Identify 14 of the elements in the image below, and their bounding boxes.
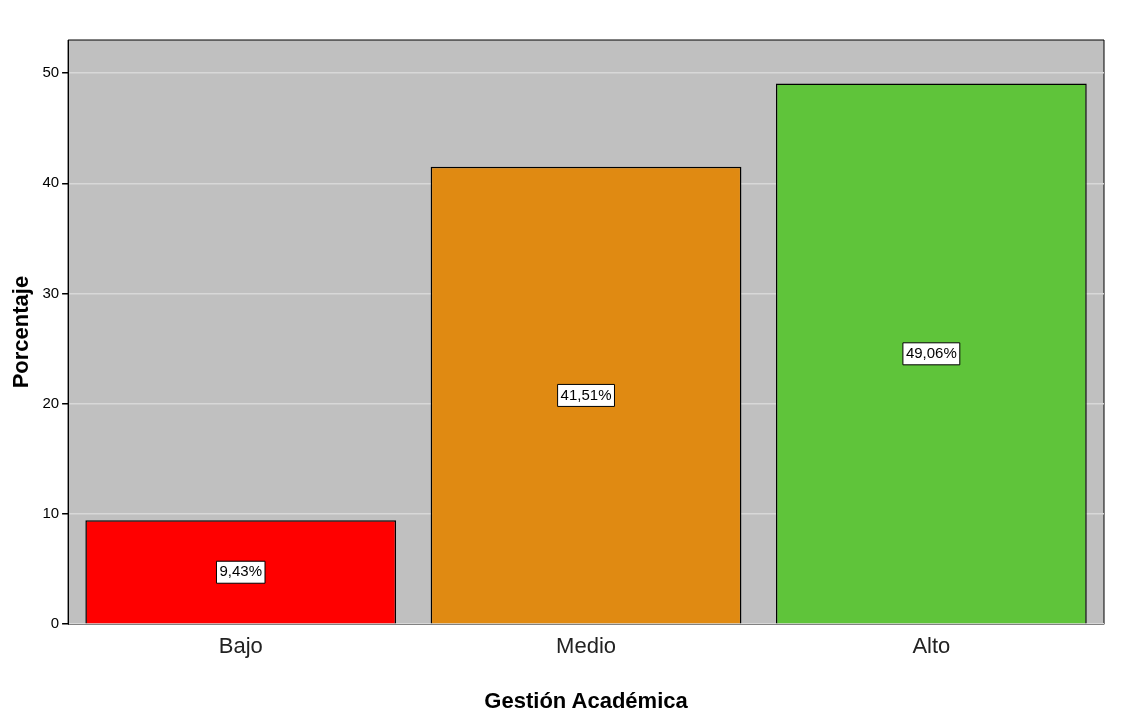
data-label: 9,43% xyxy=(219,562,263,580)
x-tick-label: Bajo xyxy=(218,633,263,659)
y-tick-label: 20 xyxy=(42,393,60,411)
y-tick-label: 10 xyxy=(42,504,60,522)
y-tick-label: 50 xyxy=(42,63,60,81)
data-label: 49,06% xyxy=(905,343,957,361)
x-tick-label: Alto xyxy=(912,633,951,659)
x-tick-label: Medio xyxy=(556,633,616,659)
y-tick-label: 0 xyxy=(50,614,60,632)
x-axis-title: Gestión Académica xyxy=(484,687,689,713)
data-label: 41,51% xyxy=(560,385,612,403)
y-tick-label: 40 xyxy=(42,173,60,191)
y-tick-label: 30 xyxy=(42,283,60,301)
y-axis-title: Porcentaje xyxy=(8,275,34,389)
